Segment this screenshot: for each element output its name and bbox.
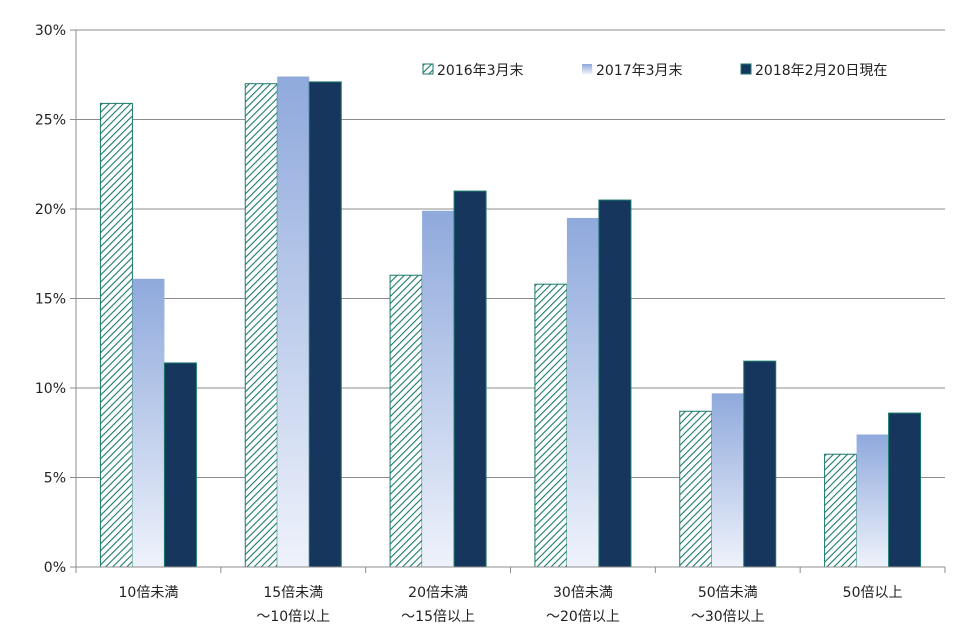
legend-label: 2016年3月末 xyxy=(437,63,524,79)
bar-3-6 xyxy=(888,412,922,568)
legend: 2016年3月末 2017年3月末 2018年2月20日現在 xyxy=(422,63,887,79)
y-tick-label: 20% xyxy=(35,202,66,218)
legend-label: 2017年3月末 xyxy=(596,63,683,79)
y-tick-label: 15% xyxy=(35,292,66,308)
y-tick-label: 30% xyxy=(35,23,66,39)
bar-3-3 xyxy=(453,190,487,568)
bar-1-2 xyxy=(244,83,278,568)
y-tick-label: 0% xyxy=(44,560,66,576)
bar-2-6 xyxy=(856,434,889,567)
bar-2-4 xyxy=(566,217,599,567)
x-tick-label: 30倍未満 xyxy=(553,585,613,601)
x-tick-label: 15倍未満 xyxy=(263,585,323,601)
x-tick-label: 50倍以上 xyxy=(843,585,903,601)
y-tick-label: 10% xyxy=(35,381,66,397)
axes: 0% 5% 10% 15% 20% 25% 30% 10倍未満 15倍未満 ～10倍以上 20倍未満… xyxy=(35,23,946,625)
y-tick-label: 5% xyxy=(44,471,66,487)
bar-1-5 xyxy=(679,410,713,568)
bar-1-4 xyxy=(534,283,568,568)
legend-swatch xyxy=(582,64,592,74)
grid-lines xyxy=(76,29,945,568)
legend-swatch xyxy=(740,63,752,75)
bar-2-5 xyxy=(711,393,744,567)
bar-2-1 xyxy=(132,278,165,567)
bars xyxy=(99,76,922,568)
bar-3-1 xyxy=(163,362,197,568)
x-tick-label: ～15倍以上 xyxy=(401,609,475,625)
x-tick-label: ～20倍以上 xyxy=(546,609,620,625)
x-tick-label: 10倍未満 xyxy=(119,585,179,601)
x-tick-label: 50倍未満 xyxy=(698,585,758,601)
bar-3-4 xyxy=(598,199,632,568)
y-tick-label: 25% xyxy=(35,113,66,129)
x-tick-label: ～10倍以上 xyxy=(256,609,330,625)
x-tick-label: 20倍未満 xyxy=(408,585,468,601)
x-tick-label: ～30倍以上 xyxy=(691,609,765,625)
bar-3-2 xyxy=(308,81,342,568)
legend-swatch xyxy=(422,63,434,75)
bar-1-6 xyxy=(824,453,858,568)
bar-3-5 xyxy=(743,360,777,568)
bar-2-2 xyxy=(277,76,310,567)
legend-label: 2018年2月20日現在 xyxy=(755,63,887,79)
bar-1-1 xyxy=(99,102,133,568)
bar-1-3 xyxy=(389,274,423,568)
bar-2-3 xyxy=(422,210,455,568)
